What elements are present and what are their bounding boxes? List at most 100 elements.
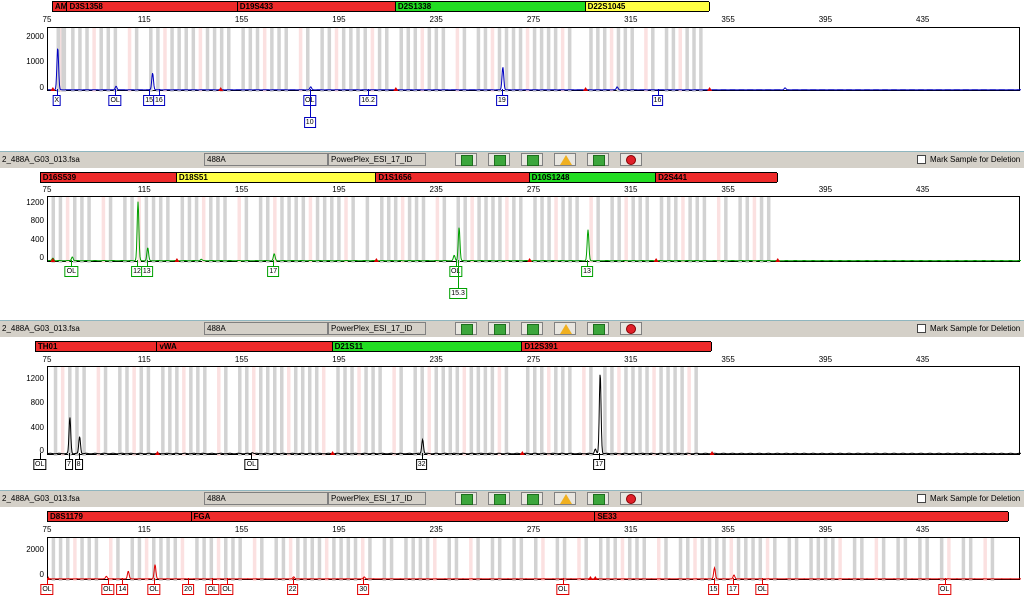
status-button[interactable]	[554, 153, 576, 166]
allele-call-label[interactable]: OL	[64, 266, 78, 277]
status-button[interactable]	[455, 153, 477, 166]
allele-call-label[interactable]: OL	[220, 584, 234, 595]
mark-deletion-checkbox[interactable]	[917, 155, 926, 164]
locus-segment[interactable]: TH01	[35, 342, 158, 351]
status-button[interactable]	[488, 322, 510, 335]
allele-call-label[interactable]: OL	[556, 584, 570, 595]
plot-area[interactable]	[47, 27, 1021, 92]
locus-segment[interactable]: FGA	[191, 512, 596, 521]
allele-call-label[interactable]: OL	[205, 584, 220, 595]
locus-segment[interactable]: D19S433	[237, 2, 396, 11]
allele-call-label[interactable]: 16	[152, 95, 165, 106]
locus-segment[interactable]: D8S1179	[48, 512, 192, 521]
allele-call-label[interactable]: 22	[286, 584, 299, 595]
status-button[interactable]	[587, 153, 609, 166]
allele-stem	[115, 89, 117, 95]
allele-call-label[interactable]: 15	[707, 584, 720, 595]
status-button[interactable]	[521, 322, 543, 335]
plot-area[interactable]	[47, 537, 1021, 581]
allele-stem	[657, 89, 659, 95]
allele-bin	[616, 28, 621, 92]
allele-bin	[130, 197, 134, 263]
allele-call-label[interactable]: 16.2	[359, 95, 377, 106]
allele-call-label[interactable]: 17	[267, 266, 280, 277]
status-button[interactable]	[488, 492, 510, 505]
allele-call-label[interactable]: OL	[937, 584, 952, 595]
allele-call-label[interactable]: 20	[182, 584, 194, 595]
locus-segment[interactable]: D16S539	[40, 173, 177, 182]
kit-name-field[interactable]: PowerPlex_ESI_17_ID	[328, 322, 426, 335]
locus-segment[interactable]: vWA	[157, 342, 333, 351]
locus-segment[interactable]: D3S1358	[67, 2, 238, 11]
allele-bin	[198, 28, 203, 92]
locus-segment[interactable]: AMEL	[52, 2, 68, 11]
status-button[interactable]	[620, 492, 642, 505]
status-button[interactable]	[488, 153, 510, 166]
status-button[interactable]	[620, 153, 642, 166]
status-button[interactable]	[587, 492, 609, 505]
allele-call-label[interactable]: OL	[448, 266, 463, 277]
allele-bin	[642, 538, 646, 581]
allele-call-label[interactable]: 30	[357, 584, 370, 595]
allele-call-label[interactable]: OL	[33, 459, 47, 470]
status-button[interactable]	[587, 322, 609, 335]
locus-segment[interactable]: D12S391	[522, 342, 713, 351]
allele-call-label[interactable]: 13	[140, 266, 153, 277]
green-square-icon	[494, 155, 506, 166]
allele-call-label[interactable]: 10	[303, 117, 316, 128]
allele-call-label[interactable]: 19	[495, 95, 508, 106]
allele-call-label[interactable]: OL	[101, 584, 115, 595]
allele-bin	[947, 538, 951, 581]
status-button[interactable]	[620, 322, 642, 335]
status-button[interactable]	[455, 322, 477, 335]
allele-bin	[152, 538, 156, 581]
y-tick-label: 800	[30, 398, 44, 407]
allele-call-label[interactable]: 16	[651, 95, 664, 106]
warning-triangle-icon	[560, 494, 572, 504]
allele-call-label[interactable]: X	[52, 95, 62, 106]
locus-segment[interactable]: D2S1338	[395, 2, 586, 11]
kit-name-field[interactable]: PowerPlex_ESI_17_ID	[328, 153, 426, 166]
allele-call-label[interactable]: OL	[108, 95, 122, 106]
allele-bin	[161, 367, 165, 456]
allele-bin	[831, 538, 835, 581]
allele-call-label[interactable]: 13	[581, 266, 593, 277]
status-button[interactable]	[455, 492, 477, 505]
allele-bin	[364, 367, 368, 456]
locus-segment[interactable]: D1S1656	[376, 173, 530, 182]
mark-deletion-checkbox[interactable]	[917, 324, 926, 333]
locus-segment[interactable]: D21S11	[332, 342, 523, 351]
status-button[interactable]	[554, 322, 576, 335]
locus-segment[interactable]: D22S1045	[585, 2, 710, 11]
green-square-icon	[527, 494, 539, 505]
allele-call-label[interactable]: 15.3	[449, 288, 467, 299]
allele-call-label[interactable]: 32	[415, 459, 428, 470]
x-tick-label: 435	[916, 355, 930, 364]
allele-call-label[interactable]: 17	[593, 459, 606, 470]
red-stop-icon	[626, 324, 636, 334]
locus-segment[interactable]: D18S51	[176, 173, 377, 182]
status-button[interactable]	[521, 492, 543, 505]
allele-call-label[interactable]: OL	[40, 584, 54, 595]
locus-segment[interactable]: D10S1248	[529, 173, 657, 182]
allele-call-label[interactable]: OL	[755, 584, 769, 595]
locus-boundary-marker	[653, 258, 659, 262]
allele-call-label[interactable]: OL	[244, 459, 258, 470]
allele-stem	[227, 578, 228, 584]
locus-segment[interactable]: SE33	[595, 512, 1009, 521]
locus-segment[interactable]: D2S441	[656, 173, 778, 182]
plot-area[interactable]	[47, 196, 1021, 263]
allele-call-label[interactable]: OL	[147, 584, 161, 595]
allele-bin	[327, 28, 332, 92]
status-button[interactable]	[521, 153, 543, 166]
plot-area[interactable]	[47, 366, 1021, 456]
allele-call-label[interactable]: 17	[727, 584, 739, 595]
mark-deletion-checkbox[interactable]	[917, 494, 926, 503]
allele-call-label[interactable]: 8	[74, 459, 83, 470]
allele-bin	[343, 367, 347, 456]
allele-call-label[interactable]: 14	[116, 584, 129, 595]
status-button[interactable]	[554, 492, 576, 505]
allele-bin	[659, 197, 664, 263]
kit-name-field[interactable]: PowerPlex_ESI_17_ID	[328, 492, 426, 505]
allele-call-label[interactable]: 7	[64, 459, 73, 470]
